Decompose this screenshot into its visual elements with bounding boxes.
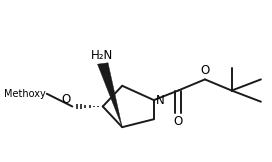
Text: N: N — [156, 94, 165, 107]
Text: O: O — [174, 115, 183, 128]
Polygon shape — [97, 63, 122, 127]
Text: H₂N: H₂N — [90, 49, 113, 62]
Text: Methoxy: Methoxy — [4, 89, 46, 99]
Text: O: O — [62, 93, 71, 106]
Text: O: O — [200, 64, 209, 77]
